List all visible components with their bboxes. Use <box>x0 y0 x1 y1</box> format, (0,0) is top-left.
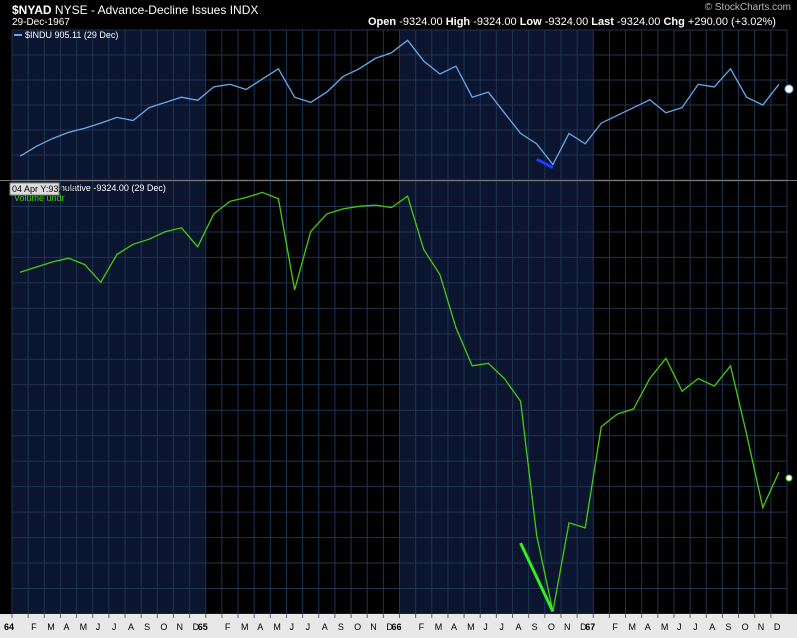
x-tick-label: 64 <box>4 622 14 632</box>
symbol-title: $NYAD NYSE - Advance-Decline Issues INDX <box>12 3 258 17</box>
x-tick-label: N <box>370 622 377 632</box>
x-tick-label: S <box>725 622 731 632</box>
x-tick-label: M <box>241 622 249 632</box>
open-label: Open <box>368 16 397 28</box>
x-tick-label: A <box>516 622 522 632</box>
crosshair-readout-text: 04 Apr Y:931.99 <box>12 184 76 194</box>
low-value: -9324.00 <box>544 16 589 28</box>
last-label: Last <box>591 16 614 28</box>
x-tick-label: J <box>677 622 682 632</box>
crosshair-readout: 04 Apr Y:931.99 <box>9 182 76 196</box>
x-tick-label: M <box>80 622 88 632</box>
x-tick-label: O <box>742 622 749 632</box>
x-tick-label: J <box>96 622 101 632</box>
nyad-legend-text: $NYAD Cumulative -9324.00 (29 Dec) <box>14 183 166 193</box>
x-tick-label: O <box>548 622 555 632</box>
x-tick-label: J <box>306 622 311 632</box>
x-tick-label: A <box>451 622 457 632</box>
x-tick-label: O <box>354 622 361 632</box>
nyad-trendline <box>519 542 555 613</box>
indu-trendline <box>536 157 554 169</box>
x-tick-label: M <box>661 622 669 632</box>
last-value: -9324.00 <box>616 16 661 28</box>
x-tick-label: A <box>63 622 69 632</box>
x-tick-label: M <box>629 622 637 632</box>
open-value: -9324.00 <box>399 16 443 28</box>
x-tick-label: D <box>386 622 393 632</box>
nyad-last-marker <box>785 474 793 482</box>
x-tick-label: F <box>225 622 231 632</box>
nyad-legend-sub: Volume undr <box>14 193 65 203</box>
x-tick-label: J <box>499 622 504 632</box>
x-tick-label: N <box>564 622 571 632</box>
chart-header: $NYAD NYSE - Advance-Decline Issues INDX… <box>0 0 797 30</box>
x-tick-label: A <box>645 622 651 632</box>
x-tick-label: N <box>176 622 183 632</box>
chart-date: 29-Dec-1967 <box>12 17 70 28</box>
x-tick-label: A <box>128 622 134 632</box>
x-tick-label: 65 <box>198 622 208 632</box>
indu-legend: $INDU 905.11 (29 Dec) <box>14 30 118 40</box>
x-tick-label: J <box>112 622 117 632</box>
x-tick-label: M <box>435 622 443 632</box>
ohlc-readout: Open -9324.00 High -9324.00 Low -9324.00… <box>368 16 776 28</box>
x-tick-label: 66 <box>392 622 402 632</box>
x-tick-label: M <box>47 622 55 632</box>
chg-value: +290.00 (+3.02%) <box>687 16 776 28</box>
x-tick-label: M <box>467 622 475 632</box>
x-tick-label: D <box>580 622 587 632</box>
x-tick-label: J <box>693 622 698 632</box>
indu-last-marker <box>784 84 794 94</box>
x-axis-band <box>0 614 797 638</box>
brand-watermark: © StockCharts.com <box>704 2 791 13</box>
x-tick-label: S <box>144 622 150 632</box>
exchange: INDX <box>229 3 259 17</box>
nyad-series-line <box>19 191 780 612</box>
x-tick-label: O <box>160 622 167 632</box>
symbol: $NYAD <box>12 3 52 17</box>
x-tick-label: 67 <box>585 622 595 632</box>
chg-label: Chg <box>663 16 685 28</box>
x-tick-label: S <box>532 622 538 632</box>
x-tick-label: J <box>483 622 488 632</box>
x-tick-label: A <box>257 622 263 632</box>
x-tick-label: F <box>612 622 618 632</box>
x-tick-label: F <box>31 622 37 632</box>
x-tick-label: D <box>774 622 781 632</box>
x-tick-label: N <box>758 622 765 632</box>
indu-legend-text: $INDU 905.11 (29 Dec) <box>25 30 118 40</box>
x-tick-label: F <box>419 622 425 632</box>
crosshair-readout-box <box>9 182 60 196</box>
low-label: Low <box>519 16 542 28</box>
x-tick-label: A <box>322 622 328 632</box>
high-label: High <box>445 16 471 28</box>
indu-series-line <box>19 39 780 166</box>
symbol-name: NYSE - Advance-Decline Issues <box>54 3 227 17</box>
high-value: -9324.00 <box>473 16 517 28</box>
nyad-legend: $NYAD Cumulative -9324.00 (29 Dec)Volume… <box>14 183 166 203</box>
x-tick-label: J <box>289 622 294 632</box>
x-tick-label: D <box>193 622 200 632</box>
x-tick-label: M <box>273 622 281 632</box>
x-tick-label: A <box>709 622 715 632</box>
x-tick-label: S <box>338 622 344 632</box>
